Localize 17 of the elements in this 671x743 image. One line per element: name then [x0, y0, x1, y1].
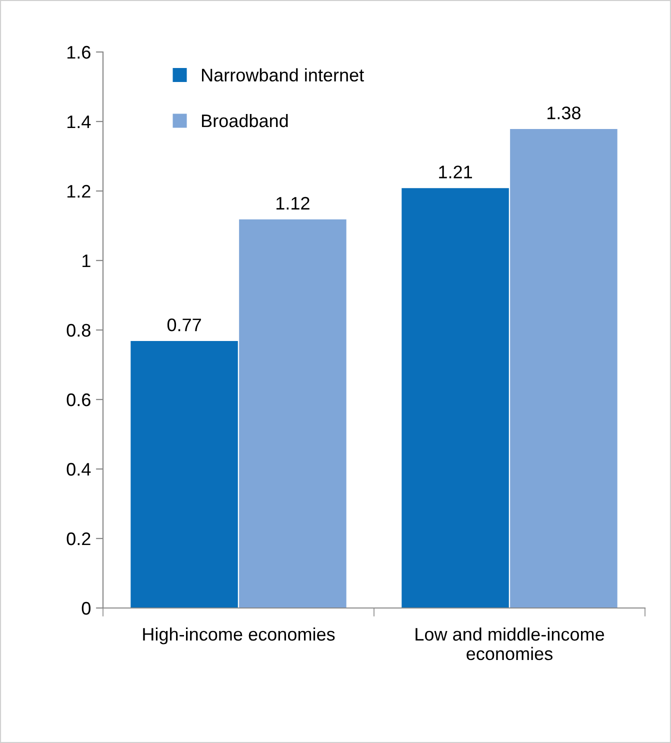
y-tick-label: 1.4 — [67, 116, 91, 128]
x-tick-label: Low and middle-income economies — [416, 627, 604, 660]
y-tick-label: 1 — [82, 254, 90, 268]
data-label: 1.21 — [439, 166, 472, 178]
y-tick-label: 0.4 — [66, 462, 91, 476]
y-tick-label: 0.6 — [66, 393, 90, 406]
y-tick-label: 1.2 — [67, 184, 90, 198]
data-label: 1.12 — [276, 196, 310, 210]
y-tick-label: 0 — [82, 602, 90, 615]
data-label: 1.38 — [548, 106, 580, 120]
y-tick-label: 0.8 — [66, 324, 90, 337]
y-tick-label: 0.2 — [66, 532, 90, 546]
x-tick-label: High-income economies — [143, 627, 335, 644]
y-tick-label: 1.6 — [67, 46, 90, 59]
legend-label: Broadband — [202, 114, 288, 128]
data-label: 0.77 — [167, 318, 201, 332]
legend-label: Narrowband internet — [202, 68, 364, 82]
